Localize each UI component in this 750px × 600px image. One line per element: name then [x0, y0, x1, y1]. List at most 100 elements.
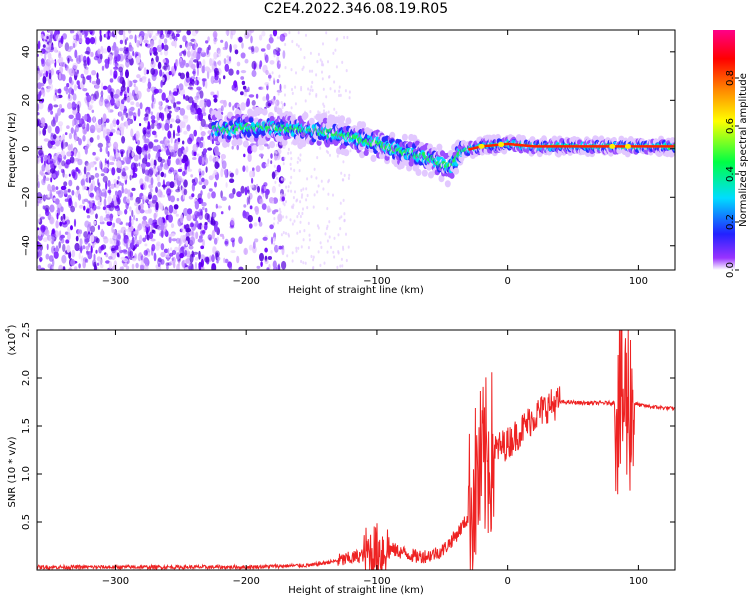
spectrogram-noise-blob [104, 98, 109, 104]
spectrogram-noise-blob [96, 134, 100, 140]
spectrogram-noise-blob [82, 88, 88, 92]
spectrogram-noise-blob [87, 60, 90, 66]
colorbar-ticks: 0.00.20.40.60.8 [725, 70, 739, 278]
spectrogram-noise-blob [196, 114, 200, 122]
spectrogram-noise-blob [48, 69, 52, 75]
spectrogram-speckle [342, 160, 345, 164]
spectrogram-noise-blob [200, 131, 206, 137]
spectrogram-noise-blob [42, 44, 46, 48]
spectrogram-noise-blob [62, 266, 66, 270]
spectrogram-noise-blob [224, 238, 229, 247]
spectrogram-noise-blob [90, 245, 93, 254]
spectrogram-noise-blob [210, 75, 215, 85]
spectrogram-noise-blob [253, 222, 258, 227]
spectrogram-noise-blob [77, 228, 81, 238]
spectrogram-noise-blob [99, 160, 103, 170]
spectrogram-noise-blob [201, 157, 205, 165]
spectrogram-noise-blob [49, 204, 55, 213]
spectrogram-noise-blob [191, 230, 195, 237]
spectrogram-speckle [306, 206, 309, 210]
spectrogram-speckle [327, 151, 330, 155]
spectrogram-noise-blob [89, 137, 94, 143]
spectrogram-noise-blob [171, 257, 174, 261]
spectrogram-noise-blob [50, 132, 53, 137]
spectrogram-noise-blob [77, 104, 80, 113]
spectrogram-speckle [307, 221, 310, 225]
spectrogram-noise-blob [170, 66, 175, 74]
spectrogram-speckle [275, 101, 278, 105]
spectrogram-noise-blob [251, 69, 257, 78]
spectrogram-noise-blob [200, 224, 204, 231]
spectrogram-noise-blob [133, 162, 139, 168]
spectrogram-noise-blob [46, 194, 51, 199]
spectrogram-noise-blob [255, 93, 259, 99]
spectrogram-ridge-blob [322, 117, 328, 124]
spectrogram-noise-blob [156, 122, 161, 130]
spectrogram-speckle [329, 87, 332, 91]
spectrogram-noise-blob [38, 230, 42, 237]
spectrogram-speckle [341, 264, 344, 268]
spectrogram-noise-blob [70, 127, 74, 134]
spectrogram-noise-blob [230, 237, 236, 243]
spectrogram-y-tick-label: 20 [21, 94, 32, 107]
spectrogram-speckle [328, 75, 331, 79]
spectrogram-noise-blob [102, 48, 108, 54]
spectrogram-noise-blob [114, 245, 119, 251]
spectrogram-noise-blob [77, 151, 81, 161]
spectrogram-noise-blob [176, 101, 181, 105]
spectrogram-speckle [306, 177, 309, 181]
spectrogram-noise-blob [161, 194, 166, 198]
spectrogram-noise-blob [127, 86, 130, 94]
spectrogram-noise-blob [195, 30, 199, 34]
spectrogram-speckle [275, 151, 278, 155]
spectrogram-noise-blob [117, 75, 123, 84]
spectrogram-noise-blob [215, 203, 218, 209]
spectrogram-noise-blob [155, 152, 159, 159]
spectrogram-speckle [333, 236, 336, 240]
spectrogram-noise-blob [150, 68, 156, 75]
spectrogram-noise-blob [207, 36, 210, 42]
spectrogram-speckle [309, 51, 312, 55]
spectrogram-speckle [300, 245, 303, 249]
spectrogram-speckle [279, 210, 282, 214]
spectrogram-speckle [305, 187, 308, 191]
spectrogram-noise-blob [107, 106, 111, 113]
spectrogram-noise-blob [72, 43, 76, 48]
spectrogram-noise-blob [207, 192, 211, 200]
spectrogram-noise-blob [231, 145, 234, 150]
spectrogram-ridge-blob [234, 108, 241, 117]
spectrogram-noise-blob [162, 59, 166, 63]
spectrogram-speckle [327, 60, 329, 64]
spectrogram-speckle [326, 250, 329, 254]
spectrogram-speckle [308, 69, 311, 73]
spectrogram-noise-blob [137, 224, 141, 231]
spectrogram-noise-blob [195, 220, 199, 228]
spectrogram-noise-blob [198, 250, 201, 260]
spectrogram-y-tick-label: 40 [21, 45, 32, 58]
spectrogram-noise-blob [182, 35, 187, 42]
spectrogram-noise-blob [74, 103, 78, 109]
spectrogram-noise-blob [105, 118, 110, 123]
spectrogram-noise-blob [124, 209, 128, 215]
spectrogram-noise-blob [194, 115, 197, 120]
spectrogram-ridge-blob [343, 149, 350, 157]
spectrogram-noise-blob [213, 37, 218, 42]
spectrogram-noise-blob [55, 125, 60, 135]
spectrogram-noise-blob [45, 253, 50, 260]
spectrogram-noise-blob [151, 243, 156, 252]
spectrogram-noise-blob [243, 91, 247, 97]
spectrogram-speckle [296, 160, 299, 164]
spectrogram-noise-blob [232, 105, 235, 111]
spectrogram-x-tick-label: −200 [232, 276, 259, 287]
spectrogram-noise-blob [247, 153, 252, 162]
spectrogram-noise-blob [157, 88, 163, 94]
spectrogram-noise-blob [240, 70, 247, 74]
spectrogram-speckle [312, 205, 315, 209]
spectrogram-noise-blob [150, 60, 156, 69]
spectrogram-noise-blob [135, 101, 140, 108]
spectrogram-speckle [345, 258, 348, 263]
spectrogram-speckle [278, 183, 281, 187]
spectrogram-noise-blob [131, 218, 134, 226]
spectrogram-noise-blob [201, 107, 206, 113]
spectrogram-noise-blob [276, 89, 283, 93]
